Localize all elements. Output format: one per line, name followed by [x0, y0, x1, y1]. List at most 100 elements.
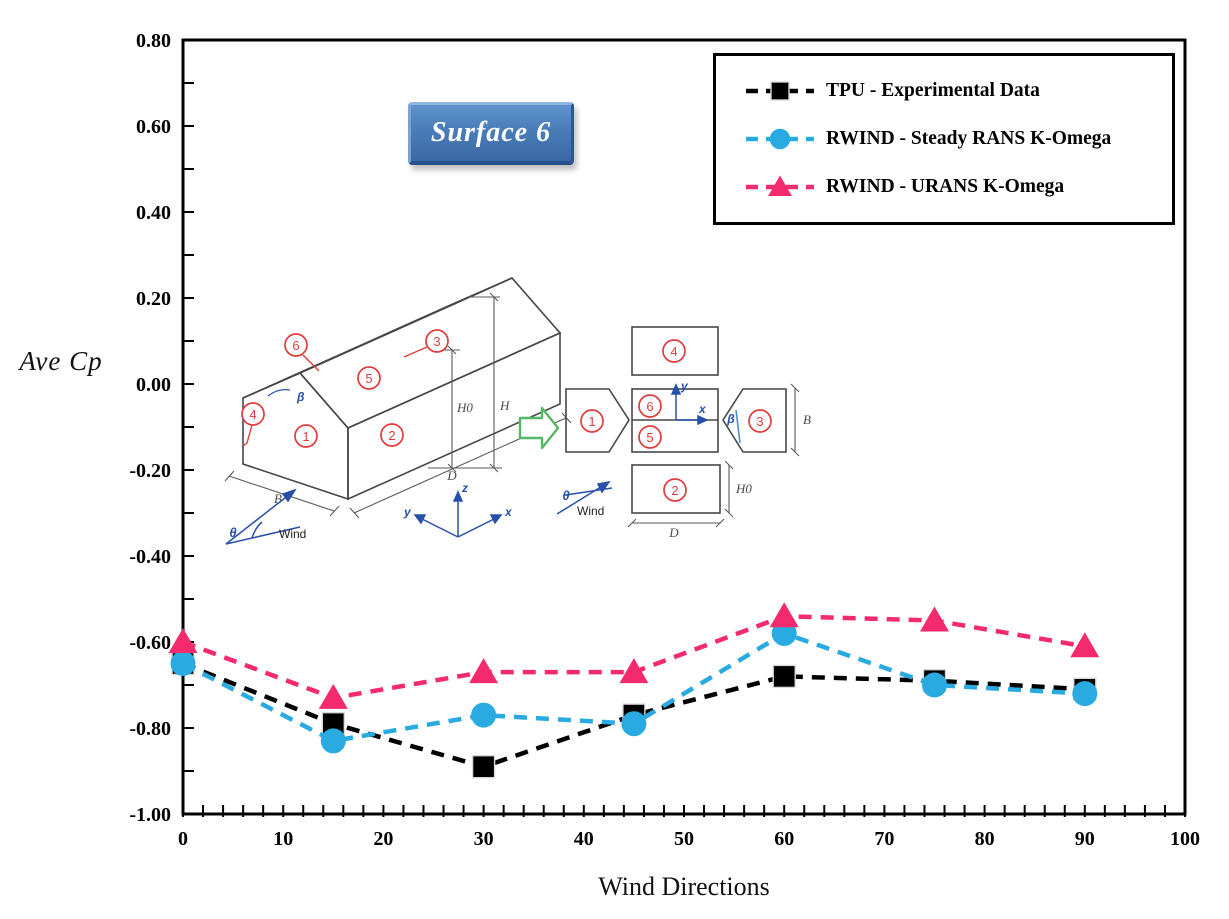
iso-axis-z: z: [461, 481, 468, 495]
unfold-arrow-icon: [518, 406, 560, 450]
marker-triangle: [1070, 632, 1100, 658]
y-tick-label: 0.80: [136, 30, 171, 52]
dim-h0-label: H0: [456, 400, 473, 415]
flat-dim-d: D: [668, 525, 679, 540]
legend-label: TPU - Experimental Data: [826, 80, 1040, 101]
y-tick-label: -0.40: [129, 546, 171, 568]
x-tick-label: 20: [373, 828, 393, 850]
flat-surface-2: 2: [671, 483, 678, 498]
x-tick-label: 70: [874, 828, 894, 850]
flat-axis-y: y: [680, 379, 689, 393]
legend-marker-triangle-icon: [744, 174, 816, 200]
iso-wind-label: Wind: [279, 527, 306, 541]
flat-surface-1: 1: [588, 414, 595, 429]
iso-theta-label: θ: [229, 525, 236, 540]
flat-dim-h0: H0: [735, 481, 752, 496]
flat-axis-x: x: [698, 402, 707, 416]
marker-circle: [621, 711, 647, 737]
marker-square: [471, 755, 496, 779]
marker-square: [772, 664, 796, 689]
iso-dimensions: [224, 292, 572, 519]
flat-theta-label: θ: [562, 488, 569, 503]
legend-marker-circle-icon: [744, 126, 816, 152]
y-tick-label: 0.00: [136, 374, 171, 396]
dim-b-label: B: [274, 491, 282, 506]
iso-beta-label: β: [296, 390, 305, 404]
iso-surface-4: 4: [249, 407, 256, 422]
x-tick-label: 80: [975, 828, 995, 850]
marker-triangle: [168, 628, 198, 653]
legend-marker-square-icon: [744, 78, 816, 104]
iso-surface-5: 5: [365, 371, 372, 386]
marker-circle: [769, 128, 791, 150]
iso-annotations: β θ Wind z x y: [225, 388, 513, 545]
surface-badge: Surface 6: [408, 102, 574, 165]
marker-triangle: [318, 683, 348, 709]
marker-square: [770, 81, 790, 101]
iso-dimension-labels: H0 H B D: [274, 398, 510, 506]
x-tick-label: 40: [574, 828, 594, 850]
x-tick-label: 30: [474, 828, 494, 850]
chart-legend: TPU - Experimental Data RWIND - Steady R…: [713, 53, 1175, 225]
iso-axis-y: y: [403, 505, 412, 519]
legend-item-urans: RWIND - URANS K-Omega: [744, 174, 1172, 200]
flat-dimension-labels: B H0 D: [668, 412, 811, 540]
x-tick-label: 50: [674, 828, 694, 850]
dim-h-label: H: [499, 398, 510, 413]
marker-triangle: [469, 658, 499, 684]
marker-triangle: [768, 175, 792, 197]
iso-surface-2: 2: [388, 428, 395, 443]
legend-label: RWIND - Steady RANS K-Omega: [826, 128, 1112, 149]
flat-annotations: y x β θ Wind: [556, 379, 741, 518]
series-triangle: [168, 602, 1100, 709]
legend-item-steady-rans: RWIND - Steady RANS K-Omega: [744, 126, 1172, 152]
x-axis-title: Wind Directions: [598, 872, 770, 901]
surface-badge-label: Surface 6: [430, 117, 552, 148]
x-tick-label: 0: [178, 828, 188, 850]
iso-surface-6: 6: [292, 338, 299, 353]
y-tick-label: -0.60: [129, 632, 171, 654]
iso-surface-callouts: 1 2 3 4 5 6: [241, 329, 449, 448]
marker-circle: [170, 651, 196, 676]
flat-surface-callouts: 1 4 6 5 3 2: [580, 339, 772, 502]
y-tick-label: 0.40: [136, 202, 171, 224]
flat-beta-label: β: [726, 412, 735, 426]
flat-surface-5: 5: [646, 430, 653, 445]
dim-d-label: D: [446, 468, 457, 483]
legend-glyph: [746, 81, 814, 101]
iso-house: [242, 277, 562, 501]
flat-dim-b: B: [803, 412, 811, 427]
y-tick-label: -0.80: [129, 718, 171, 740]
marker-circle: [320, 728, 346, 754]
iso-axis-x: x: [504, 505, 513, 519]
legend-glyph: [746, 128, 814, 150]
x-tick-label: 60: [774, 828, 794, 850]
marker-circle: [1072, 681, 1098, 707]
y-axis-title: Ave Cp: [19, 346, 103, 376]
iso-surface-1: 1: [302, 429, 309, 444]
flat-surface-6: 6: [646, 399, 653, 414]
y-tick-label: -0.20: [129, 460, 171, 482]
legend-glyph: [746, 175, 814, 197]
iso-surface-3: 3: [433, 334, 440, 349]
y-tick-label: 0.60: [136, 116, 171, 138]
y-tick-label: -1.00: [129, 804, 171, 826]
marker-triangle: [920, 606, 949, 632]
flat-wind-label: Wind: [577, 504, 604, 518]
legend-item-tpu: TPU - Experimental Data: [744, 78, 1172, 104]
flat-dimensions: [627, 383, 800, 528]
y-tick-label: 0.20: [136, 288, 171, 310]
marker-triangle: [769, 602, 799, 628]
x-tick-label: 90: [1075, 828, 1095, 850]
marker-circle: [471, 702, 497, 728]
marker-triangle: [619, 658, 649, 684]
legend-label: RWIND - URANS K-Omega: [826, 176, 1065, 197]
x-tick-label: 100: [1170, 828, 1200, 850]
marker-circle: [922, 672, 947, 698]
x-tick-label: 10: [273, 828, 293, 850]
flat-surface-3: 3: [756, 414, 763, 429]
flat-surface-4: 4: [670, 344, 677, 359]
